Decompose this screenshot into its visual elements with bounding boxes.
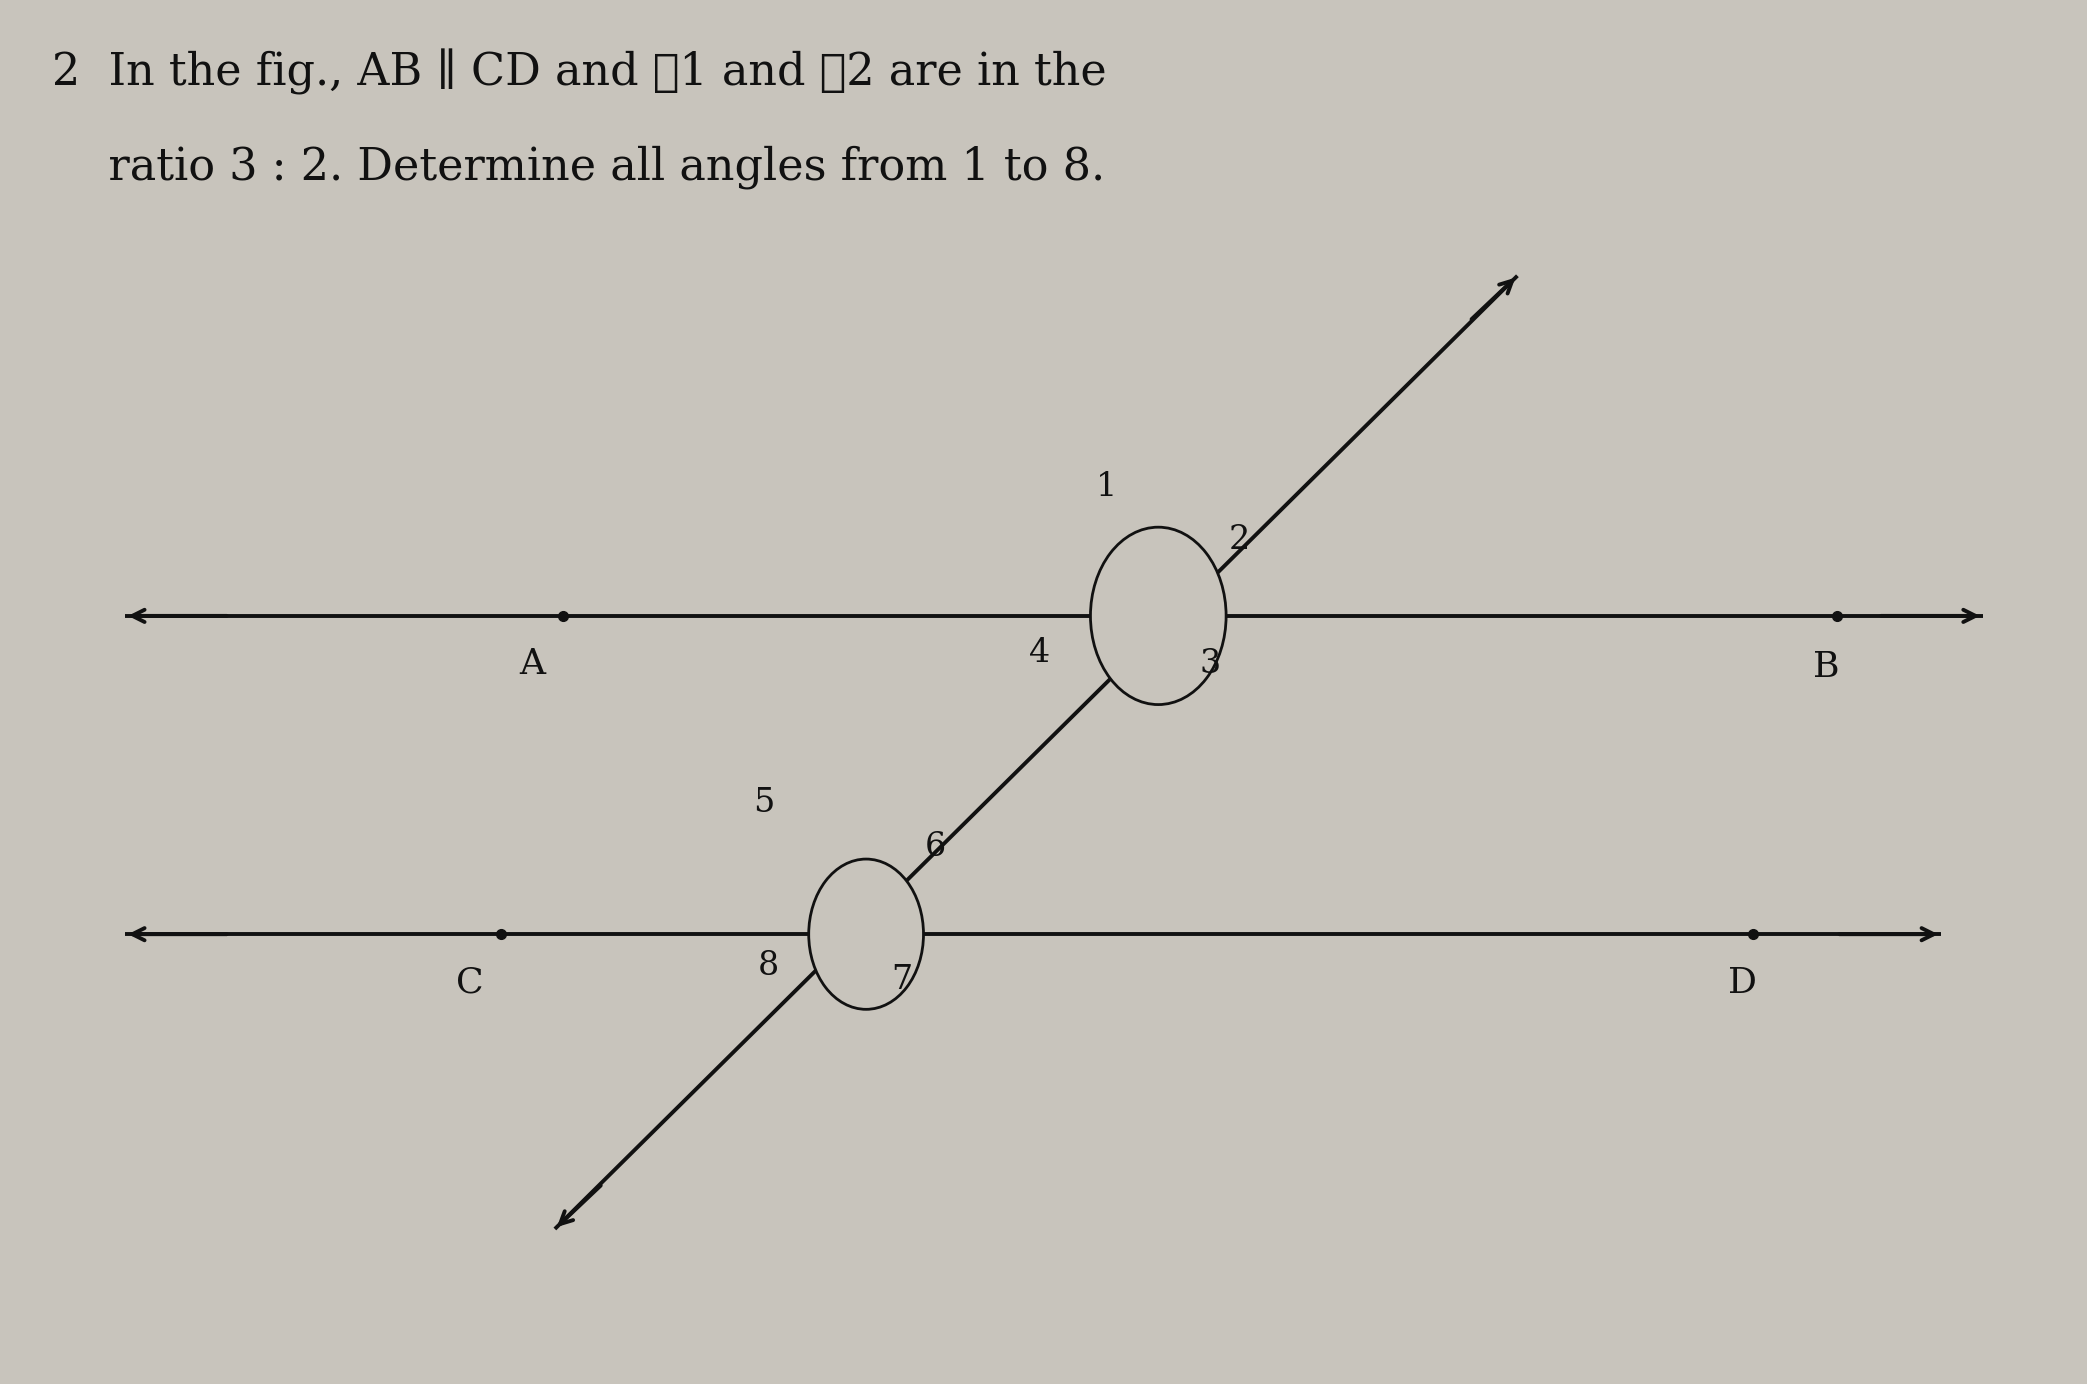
Text: 3: 3	[1200, 648, 1221, 681]
Text: 8: 8	[758, 949, 778, 983]
Ellipse shape	[808, 859, 922, 1009]
Text: 4: 4	[1029, 637, 1050, 670]
Text: C: C	[455, 966, 484, 999]
Text: 2  In the fig., AB ∥ CD and ∡1 and ∢2 are in the: 2 In the fig., AB ∥ CD and ∡1 and ∢2 are…	[52, 48, 1106, 94]
Text: 2: 2	[1229, 523, 1250, 556]
Text: ratio 3 : 2. Determine all angles from 1 to 8.: ratio 3 : 2. Determine all angles from 1…	[52, 145, 1106, 190]
Text: B: B	[1814, 650, 1839, 684]
Text: 6: 6	[925, 830, 945, 864]
Text: D: D	[1728, 966, 1757, 999]
Text: A: A	[520, 648, 545, 681]
Text: 5: 5	[753, 786, 774, 819]
Text: 1: 1	[1096, 471, 1117, 504]
Text: 7: 7	[891, 963, 912, 996]
Ellipse shape	[1089, 527, 1227, 704]
